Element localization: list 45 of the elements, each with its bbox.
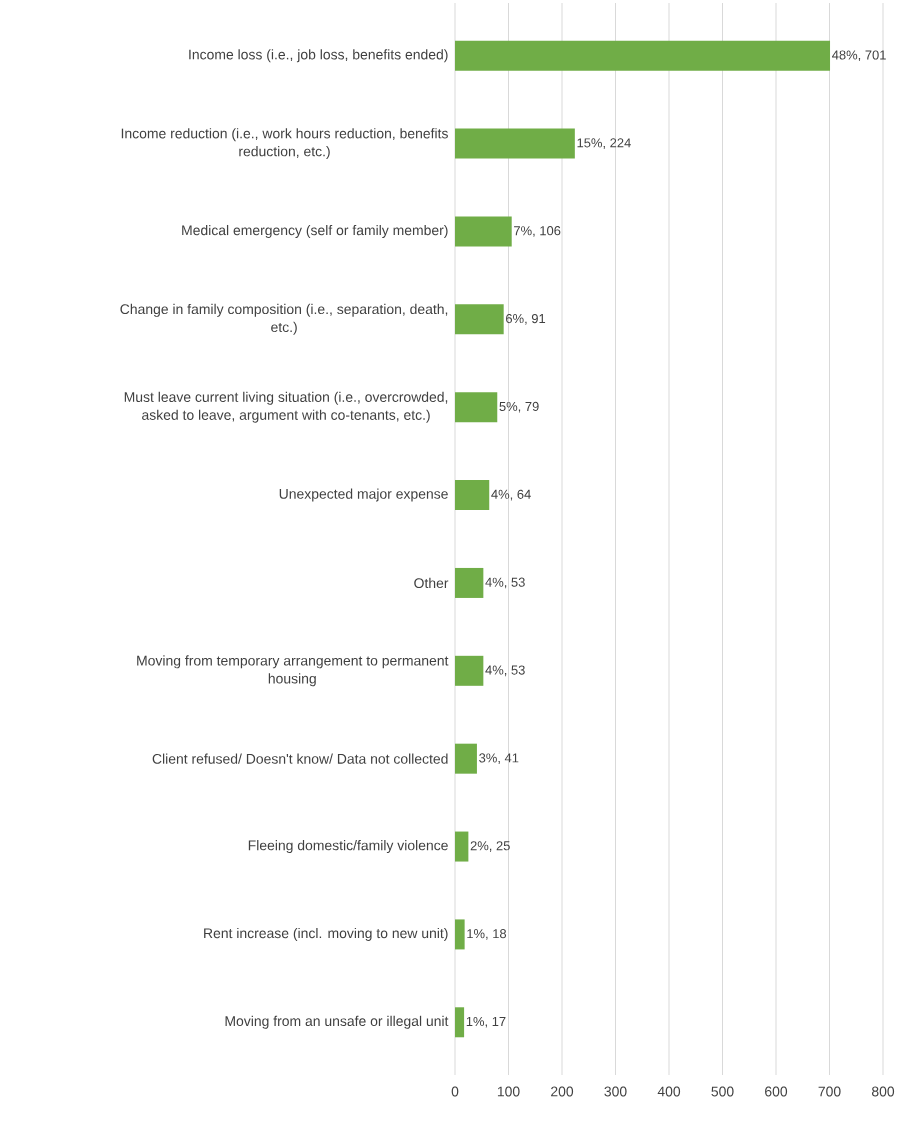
x-tick-label: 700 xyxy=(818,1086,841,1097)
x-tick-label: 500 xyxy=(711,1086,734,1097)
y-tick-label: Fleeing domestic/family violence xyxy=(248,840,448,854)
y-tick-label: Unexpected major expense xyxy=(279,488,448,502)
data-label: 4%, 64 xyxy=(491,489,531,501)
y-tick-label: Change in family composition (i.e., separation, death, etc.) xyxy=(120,303,448,335)
bar xyxy=(455,392,498,423)
data-label: 5%, 79 xyxy=(499,401,539,413)
y-tick-label: Other xyxy=(414,577,449,589)
y-tick-label: Rent increase (incl. moving to new unit) xyxy=(204,927,448,941)
y-tick-label: Medical emergency (self or family member) xyxy=(182,224,448,238)
y-tick-label: Moving from an unsafe or illegal unit xyxy=(225,1015,449,1029)
data-label: 4%, 53 xyxy=(485,665,525,677)
y-tick-label: Client refused/ Doesn't know/ Data not collected xyxy=(152,753,448,764)
data-label: 15%, 224 xyxy=(577,138,631,149)
y-tick-label: Income loss (i.e., job loss, benefits ended) xyxy=(189,49,448,63)
bar xyxy=(455,919,465,950)
x-tick-label: 300 xyxy=(604,1086,627,1097)
data-label: 2%, 25 xyxy=(470,841,510,852)
data-label: 3%, 41 xyxy=(479,753,519,765)
x-tick-label: 400 xyxy=(657,1086,681,1097)
bar xyxy=(455,831,469,862)
data-label: 1%, 17 xyxy=(466,1016,506,1028)
data-label: 6%, 91 xyxy=(506,313,546,325)
data-label: 1%, 18 xyxy=(467,929,507,940)
y-tick-label: Must leave current living situation (i.e., overcrowded, asked to leave, argument with co-tenants, etc.) xyxy=(124,391,448,423)
x-tick-label: 100 xyxy=(497,1086,520,1097)
bar xyxy=(455,480,490,511)
bar xyxy=(455,40,831,71)
bar xyxy=(455,128,575,159)
x-tick-label: 600 xyxy=(765,1086,788,1097)
x-tick-label: 0 xyxy=(451,1086,459,1097)
bar xyxy=(455,216,512,247)
y-tick-label: Income reduction (i.e., work hours reduction, benefits reduction, etc.) xyxy=(121,128,448,160)
x-tick-label: 200 xyxy=(551,1086,574,1097)
bar xyxy=(455,567,484,598)
bar xyxy=(455,1007,465,1038)
bar xyxy=(455,304,504,335)
bar xyxy=(455,655,484,686)
y-tick-label: Moving from temporary arrangement to permanent housing xyxy=(137,655,449,687)
data-label: 7%, 106 xyxy=(514,226,561,237)
data-label: 4%, 53 xyxy=(485,577,525,589)
data-label: 48%, 701 xyxy=(832,50,886,62)
x-tick-label: 800 xyxy=(871,1086,895,1097)
bar xyxy=(455,743,477,774)
